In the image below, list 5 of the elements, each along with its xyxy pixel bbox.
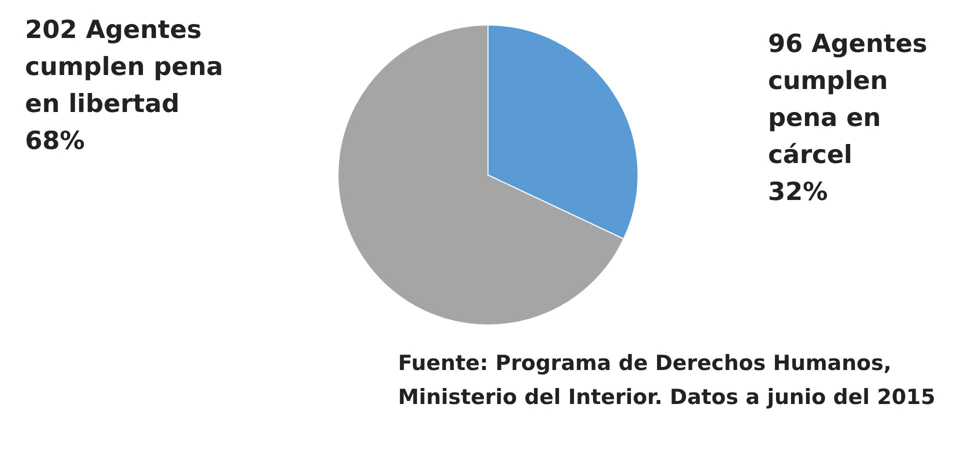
slice-label: 96 Agentes cumplen pena en cárcel (768, 29, 928, 169)
data-label: 32% (768, 177, 828, 206)
data-label: 68% (25, 126, 85, 155)
source-note: Fuente: Programa de Derechos Humanos, Ministerio del Interior. Datos a junio del 2015 (398, 351, 936, 409)
slice-label: 202 Agentes cumplen pena en libertad (25, 15, 224, 118)
